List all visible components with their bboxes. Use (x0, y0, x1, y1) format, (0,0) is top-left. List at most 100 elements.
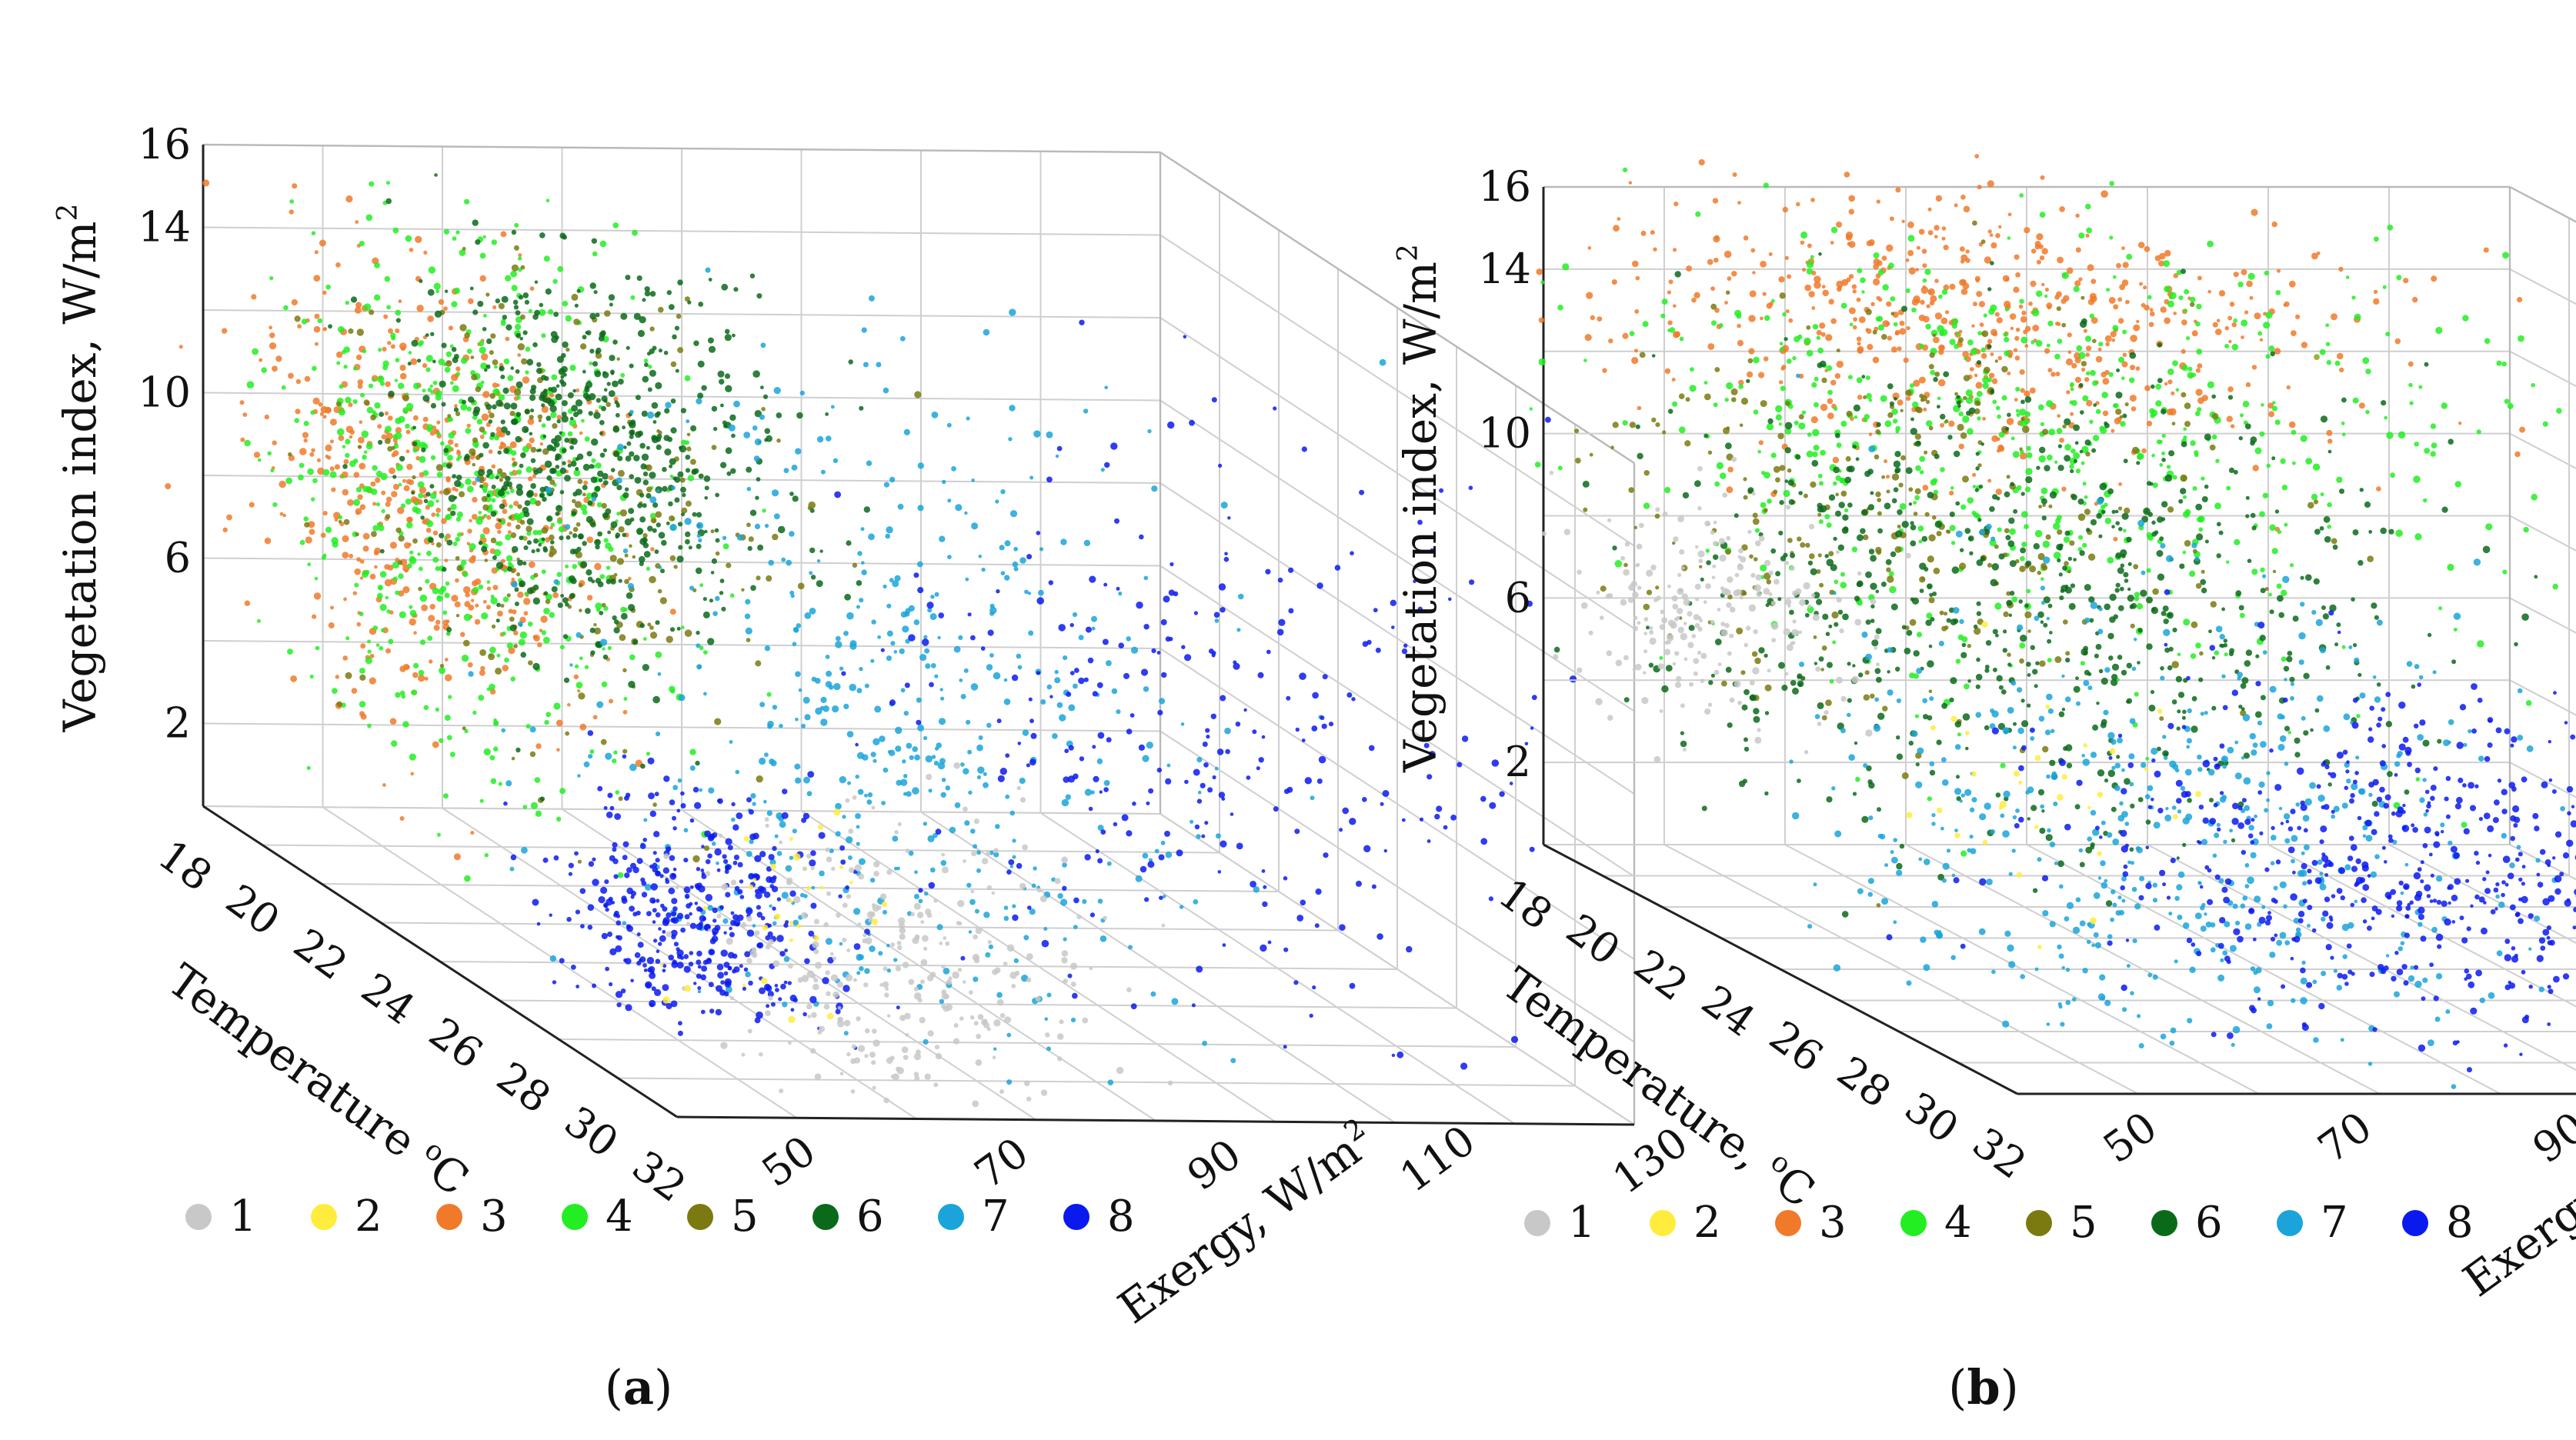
data-point-class-3 (455, 578, 459, 583)
data-point-class-5 (622, 668, 627, 672)
data-point-class-4 (2122, 329, 2127, 335)
data-point-class-4 (2026, 452, 2033, 458)
data-point-class-6 (580, 561, 588, 568)
data-point-class-7 (843, 1031, 849, 1036)
data-point-class-6 (590, 650, 596, 655)
data-point-class-1 (901, 1046, 909, 1053)
data-point-class-8 (834, 491, 841, 498)
data-point-class-4 (525, 346, 531, 352)
data-point-class-4 (2082, 542, 2087, 548)
data-point-class-8 (1196, 965, 1203, 973)
data-point-class-8 (570, 965, 576, 970)
data-point-class-3 (381, 490, 386, 495)
data-point-class-4 (2334, 360, 2341, 366)
data-point-class-6 (644, 362, 649, 368)
data-point-class-5 (2042, 745, 2049, 753)
data-point-class-8 (1167, 421, 1175, 429)
data-point-class-4 (2265, 354, 2271, 359)
data-point-class-6 (596, 347, 602, 354)
data-point-class-4 (429, 384, 433, 388)
data-point-class-5 (632, 555, 636, 559)
data-point-class-6 (478, 541, 483, 545)
data-point-class-8 (1005, 753, 1010, 758)
data-point-class-3 (1673, 248, 1677, 252)
data-point-class-5 (348, 328, 354, 335)
data-point-class-7 (1013, 958, 1019, 964)
data-point-class-6 (560, 594, 564, 598)
data-point-class-8 (737, 862, 743, 868)
data-point-class-4 (1819, 481, 1824, 486)
data-point-class-3 (2007, 212, 2012, 217)
data-point-class-8 (689, 951, 694, 955)
data-point-class-4 (2320, 492, 2324, 497)
data-point-class-3 (342, 552, 349, 558)
data-point-class-1 (857, 1045, 866, 1052)
data-point-class-8 (1069, 622, 1074, 628)
data-point-class-4 (1754, 528, 1760, 533)
legend-marker-2 (311, 1204, 337, 1230)
data-point-class-3 (462, 586, 471, 594)
data-point-class-6 (559, 431, 562, 435)
data-point-class-3 (303, 438, 308, 443)
data-point-class-4 (377, 585, 383, 591)
data-point-class-7 (1039, 547, 1044, 552)
data-point-class-6 (594, 538, 601, 546)
data-point-class-8 (636, 858, 643, 865)
data-point-class-4 (1829, 678, 1834, 684)
data-point-class-4 (1932, 478, 1938, 484)
data-point-class-3 (2010, 326, 2014, 331)
data-point-class-4 (256, 618, 261, 623)
data-point-class-6 (647, 387, 652, 392)
data-point-class-7 (678, 694, 686, 702)
data-point-class-6 (519, 535, 524, 541)
data-point-class-3 (299, 448, 307, 455)
data-point-class-5 (618, 526, 625, 533)
data-point-class-4 (2158, 439, 2163, 445)
data-point-class-8 (621, 895, 627, 902)
data-point-class-3 (650, 547, 655, 552)
data-point-class-8 (662, 906, 668, 912)
data-point-class-4 (2485, 523, 2493, 531)
data-point-class-4 (584, 665, 589, 669)
data-point-class-6 (715, 492, 719, 498)
data-point-class-6 (603, 398, 608, 403)
data-point-class-8 (1096, 682, 1103, 688)
data-point-class-4 (606, 565, 611, 570)
data-point-class-4 (2292, 461, 2296, 465)
data-point-class-8 (808, 930, 815, 937)
data-point-class-7 (617, 443, 624, 451)
data-point-class-7 (803, 776, 810, 784)
data-point-class-7 (960, 694, 966, 699)
data-point-class-6 (633, 312, 641, 320)
data-point-class-3 (1927, 230, 1934, 235)
data-point-class-5 (776, 438, 781, 443)
data-point-class-4 (506, 642, 513, 649)
data-point-class-8 (1222, 943, 1226, 947)
data-point-class-4 (496, 653, 501, 658)
data-point-class-2 (813, 935, 819, 942)
data-point-class-3 (522, 376, 530, 384)
data-point-class-7 (993, 672, 1001, 680)
data-point-class-7 (873, 738, 880, 745)
data-point-class-8 (1006, 869, 1012, 875)
data-point-class-3 (506, 522, 512, 527)
data-point-class-4 (307, 562, 312, 567)
data-point-class-3 (586, 536, 594, 543)
data-point-class-3 (431, 512, 436, 517)
data-point-class-4 (1915, 465, 1921, 472)
data-point-class-4 (603, 538, 609, 543)
data-point-class-4 (367, 649, 372, 654)
data-point-class-8 (592, 983, 596, 988)
data-point-class-8 (767, 931, 773, 937)
data-point-class-4 (1763, 315, 1770, 322)
data-point-class-4 (314, 576, 319, 581)
data-point-class-8 (755, 892, 762, 899)
data-point-class-6 (685, 538, 690, 545)
data-point-class-5 (1678, 393, 1685, 399)
data-point-class-3 (314, 313, 320, 319)
data-point-class-8 (1049, 695, 1053, 698)
data-point-class-7 (900, 688, 906, 693)
vegetation-axis-title: Vegetation index, W/m2 (52, 204, 106, 733)
data-point-class-3 (486, 515, 492, 520)
